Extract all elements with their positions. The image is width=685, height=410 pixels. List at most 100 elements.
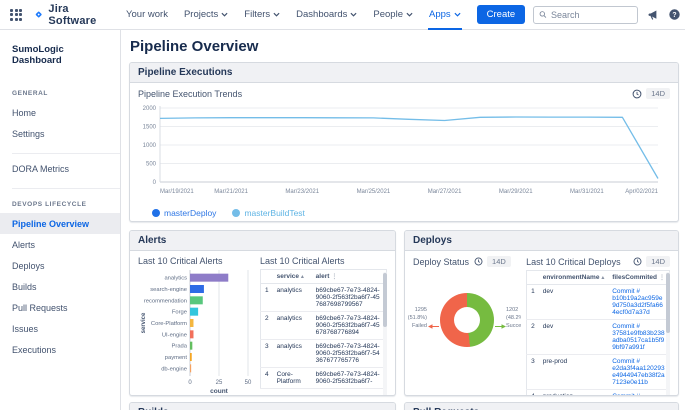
panel-header: Deploys bbox=[405, 231, 678, 251]
commit-link[interactable]: Commit # bbox=[612, 393, 640, 396]
alert-id: b69cbe67-7e73-4824-9060-2f563f2ba6f7- bbox=[312, 368, 387, 389]
time-range-badge[interactable]: 14D bbox=[646, 256, 670, 267]
sidebar-item-dora-metrics[interactable]: DORA Metrics bbox=[0, 158, 120, 179]
sidebar-item-pull-requests[interactable]: Pull Requests bbox=[0, 297, 120, 318]
line-chart-title: Pipeline Execution Trends bbox=[138, 89, 242, 99]
sidebar-section-label: DEVOPS LIFECYCLE bbox=[0, 193, 120, 213]
sidebar-item-pipeline-overview[interactable]: Pipeline Overview bbox=[0, 213, 120, 234]
alerts-col-alert: alert bbox=[316, 273, 330, 280]
time-range-badge[interactable]: 14D bbox=[646, 88, 670, 99]
critical-alerts-bar-chart: 02550analyticssearch-enginerecommendatio… bbox=[138, 266, 252, 396]
sort-asc-icon: ▴ bbox=[601, 275, 604, 281]
nav-item-projects[interactable]: Projects bbox=[176, 0, 236, 30]
jira-logo-icon bbox=[34, 8, 43, 21]
search-box[interactable] bbox=[533, 6, 638, 24]
sidebar-item-settings[interactable]: Settings bbox=[0, 123, 120, 144]
deploy-environment: dev bbox=[539, 320, 608, 355]
deploy-commit-link: Commit #b10b19a2ac959e9d750a3d2f5fa664ec… bbox=[608, 285, 669, 320]
svg-text:Forge: Forge bbox=[172, 310, 187, 316]
alert-service: analytics bbox=[273, 312, 312, 340]
nav-item-filters[interactable]: Filters bbox=[236, 0, 288, 30]
deploys-table-row[interactable]: 1devCommit #b10b19a2ac959e9d750a3d2f5fa6… bbox=[527, 285, 670, 320]
topbar-right-cluster: ? AH bbox=[533, 6, 685, 24]
nav-item-apps[interactable]: Apps bbox=[421, 0, 469, 30]
sidebar-item-executions[interactable]: Executions bbox=[0, 339, 120, 360]
svg-text:search-engine: search-engine bbox=[150, 287, 187, 293]
svg-text:Prada: Prada bbox=[172, 344, 188, 350]
sidebar-item-builds[interactable]: Builds bbox=[0, 276, 120, 297]
help-icon[interactable]: ? bbox=[668, 8, 681, 21]
legend-item-masterDeploy[interactable]: masterDeploy bbox=[152, 208, 216, 218]
deploys-panel: Deploys Deploy Status 14D 1295 (51.8%) bbox=[404, 230, 679, 396]
deploys-table-row[interactable]: 4productionCommit #d2b0336c15e002042cd50 bbox=[527, 390, 670, 397]
commit-link[interactable]: Commit # bbox=[612, 288, 640, 295]
alerts-bar-chart-title: Last 10 Critical Alerts bbox=[138, 256, 254, 266]
svg-text:1500: 1500 bbox=[143, 125, 157, 131]
legend-item-masterBuildTest[interactable]: masterBuildTest bbox=[232, 208, 304, 218]
sidebar-item-deploys[interactable]: Deploys bbox=[0, 255, 120, 276]
deploy-commit-link: Commit #e2da3f4aa120293e4944947eb38f2a71… bbox=[608, 355, 669, 390]
chevron-down-icon bbox=[454, 12, 461, 17]
success-callout-arrow bbox=[495, 317, 506, 335]
deploys-col-environment: environmentName bbox=[543, 274, 600, 281]
top-nav-bar: Jira Software Your workProjectsFiltersDa… bbox=[0, 0, 685, 30]
create-button[interactable]: Create bbox=[477, 5, 526, 24]
notifications-icon[interactable] bbox=[647, 9, 659, 21]
time-range-icon bbox=[474, 257, 483, 266]
deploys-table: environmentName▴ filesCommited⋮ 1devComm… bbox=[526, 270, 670, 396]
alerts-table-row[interactable]: 3analyticsb69cbe67-7e73-4824-9060-2f563f… bbox=[261, 340, 387, 368]
deploys-table-row[interactable]: 3pre-prodCommit #e2da3f4aa120293e4944947… bbox=[527, 355, 670, 390]
jira-logo[interactable]: Jira Software bbox=[34, 3, 100, 27]
svg-text:Mar/27/2021: Mar/27/2021 bbox=[428, 189, 462, 195]
alerts-table-row[interactable]: 2analyticsb69cbe67-7e73-4824-9060-2f563f… bbox=[261, 312, 387, 340]
sort-asc-icon: ▴ bbox=[301, 274, 304, 280]
deploys-table-title: Last 10 Critical Deploys bbox=[526, 257, 621, 267]
search-input[interactable] bbox=[551, 10, 632, 20]
time-range-icon bbox=[632, 89, 642, 99]
svg-text:recommendation: recommendation bbox=[144, 298, 187, 304]
svg-text:Mar/31/2021: Mar/31/2021 bbox=[570, 189, 604, 195]
commit-link[interactable]: Commit # bbox=[612, 323, 640, 330]
column-menu-icon: ⋮ bbox=[659, 275, 665, 281]
commit-link[interactable]: Commit # bbox=[612, 358, 640, 365]
page-title: Pipeline Overview bbox=[130, 38, 258, 55]
alert-id: b69cbe67-7e73-4824-9060-2f563f2ba6f7-543… bbox=[312, 340, 387, 368]
sidebar-item-issues[interactable]: Issues bbox=[0, 318, 120, 339]
svg-text:Mar/23/2021: Mar/23/2021 bbox=[285, 189, 319, 195]
app-window: Jira Software Your workProjectsFiltersDa… bbox=[0, 0, 685, 410]
chevron-down-icon bbox=[221, 12, 228, 17]
deploy-environment: production bbox=[539, 390, 608, 397]
nav-item-people[interactable]: People bbox=[365, 0, 421, 30]
sidebar: SumoLogic Dashboard GENERALHomeSettings D… bbox=[0, 30, 121, 410]
primary-nav: Your workProjectsFiltersDashboardsPeople… bbox=[118, 0, 469, 30]
panel-header: Builds bbox=[130, 403, 395, 410]
alerts-table-row[interactable]: 4Core-Platformb69cbe67-7e73-4824-9060-2f… bbox=[261, 368, 387, 389]
svg-text:25: 25 bbox=[216, 380, 223, 386]
deploys-table-row[interactable]: 2devCommit #37581e9fb83b238adba0517ca1b5… bbox=[527, 320, 670, 355]
app-switcher-icon[interactable] bbox=[10, 9, 22, 21]
alerts-table-title: Last 10 Critical Alerts bbox=[260, 256, 387, 266]
deploy-status-donut-chart: 1295 (51.8%) Failed 1202 bbox=[413, 267, 520, 381]
svg-text:2000: 2000 bbox=[143, 106, 157, 112]
svg-text:Apr/02/2021: Apr/02/2021 bbox=[625, 189, 658, 195]
nav-item-dashboards[interactable]: Dashboards bbox=[288, 0, 365, 30]
deploy-commit-link: Commit #37581e9fb83b238adba0517ca1b5f99b… bbox=[608, 320, 669, 355]
column-menu-icon: ⋮ bbox=[331, 274, 337, 280]
deploy-commit-link: Commit #d2b0336c15e002042cd50 bbox=[608, 390, 669, 397]
sidebar-item-alerts[interactable]: Alerts bbox=[0, 234, 120, 255]
svg-text:count: count bbox=[210, 388, 229, 395]
table-scrollbar[interactable] bbox=[383, 272, 387, 396]
svg-text:UI-engine: UI-engine bbox=[162, 332, 187, 338]
main-content: Pipeline Overview Pipeline Executions Pi… bbox=[121, 30, 685, 410]
sidebar-item-home[interactable]: Home bbox=[0, 102, 120, 123]
time-range-badge[interactable]: 14D bbox=[487, 256, 511, 267]
failed-callout-arrow bbox=[428, 317, 439, 335]
nav-item-your-work[interactable]: Your work bbox=[118, 0, 176, 30]
alerts-table-row[interactable]: 1analyticsb69cbe67-7e73-4824-9060-2f563f… bbox=[261, 284, 387, 312]
table-scrollbar[interactable] bbox=[666, 272, 670, 396]
donut-failed-label: 1295 (51.8%) Failed bbox=[404, 307, 427, 331]
sidebar-title: SumoLogic Dashboard bbox=[0, 42, 120, 82]
chart-legend: masterDeploy masterBuildTest bbox=[130, 205, 678, 218]
svg-text:analytics: analytics bbox=[164, 276, 187, 282]
sidebar-section-label: GENERAL bbox=[0, 82, 120, 102]
